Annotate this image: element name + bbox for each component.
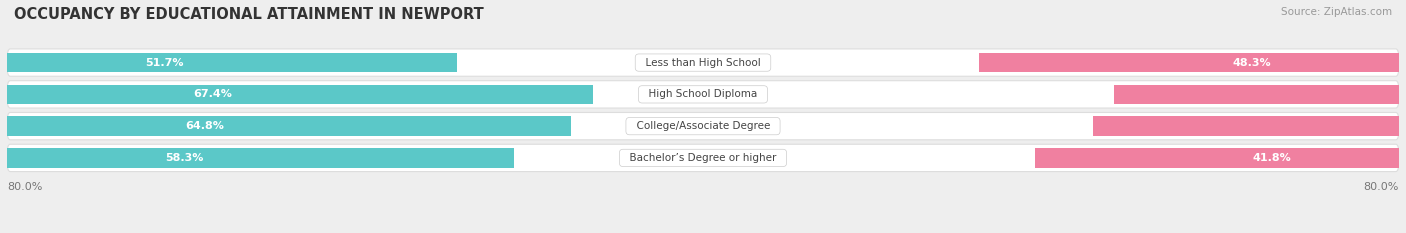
Bar [7,85,593,104]
Text: 80.0%: 80.0% [7,182,42,192]
Text: Source: ZipAtlas.com: Source: ZipAtlas.com [1281,7,1392,17]
Text: High School Diploma: High School Diploma [643,89,763,99]
Text: Bachelor’s Degree or higher: Bachelor’s Degree or higher [623,153,783,163]
Text: 64.8%: 64.8% [186,121,224,131]
Bar [979,53,1399,72]
Text: 51.7%: 51.7% [145,58,184,68]
Text: OCCUPANCY BY EDUCATIONAL ATTAINMENT IN NEWPORT: OCCUPANCY BY EDUCATIONAL ATTAINMENT IN N… [14,7,484,22]
FancyBboxPatch shape [7,49,1399,76]
Bar [1092,116,1399,136]
Legend: Owner-occupied, Renter-occupied: Owner-occupied, Renter-occupied [582,230,824,233]
Text: 67.4%: 67.4% [193,89,232,99]
Text: 58.3%: 58.3% [166,153,204,163]
Text: 48.3%: 48.3% [1233,58,1271,68]
Bar [7,148,515,168]
FancyBboxPatch shape [7,81,1399,108]
FancyBboxPatch shape [7,144,1399,171]
Text: College/Associate Degree: College/Associate Degree [630,121,776,131]
Bar [1035,148,1399,168]
Bar [7,116,571,136]
Text: 80.0%: 80.0% [1364,182,1399,192]
Text: 41.8%: 41.8% [1253,153,1291,163]
Bar [1115,85,1399,104]
Text: Less than High School: Less than High School [638,58,768,68]
FancyBboxPatch shape [7,113,1399,140]
Bar [7,53,457,72]
